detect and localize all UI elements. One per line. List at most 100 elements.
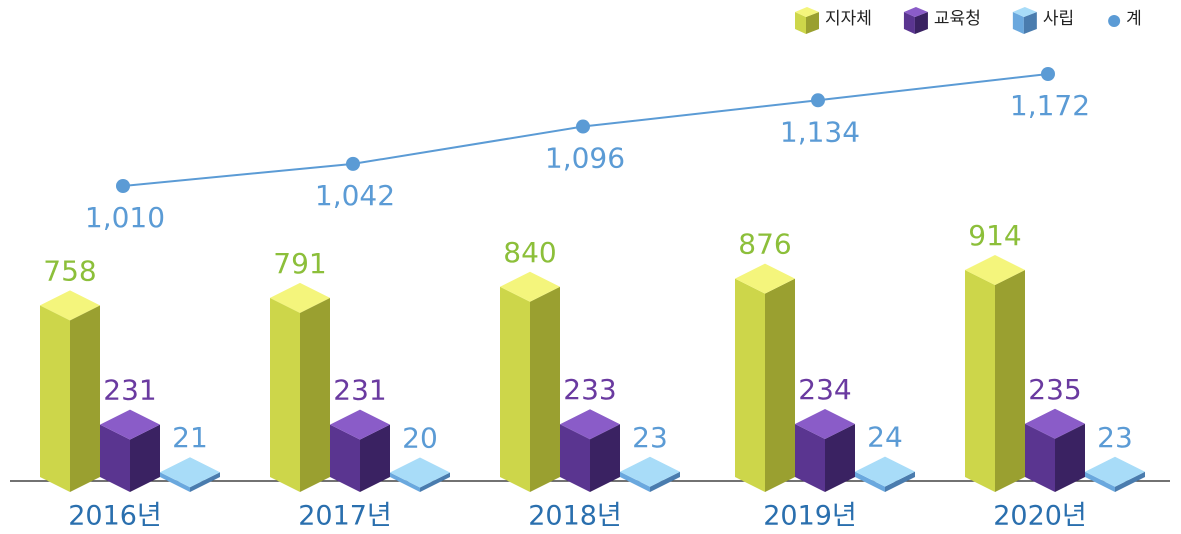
data-label: 23 [632,421,668,454]
bar [330,409,390,492]
bar-side [765,278,795,492]
bar-side [530,286,560,492]
bar-side [70,305,100,492]
bar-top [965,255,1025,285]
legend-marker [795,7,819,17]
bar-top [620,456,680,487]
bar-front [1025,423,1055,492]
bar [500,271,560,492]
data-label: 876 [738,228,791,261]
data-label: 231 [103,374,156,407]
bar-front [330,424,360,492]
bar-front [620,471,650,492]
data-label: 914 [968,219,1021,252]
bar-side [1055,423,1085,492]
line-point [1041,67,1055,81]
bar-front [40,305,70,492]
bar-front [270,297,300,492]
legend-marker [1012,7,1037,17]
x-tick-label: 2016년 [68,501,162,532]
bar [855,456,915,492]
bar [965,255,1025,492]
bar-side [420,472,450,492]
bar-front [390,472,420,492]
data-label: 233 [563,373,616,406]
data-label: 758 [43,254,96,287]
x-tick-label: 2017년 [298,501,392,532]
bar-top [390,457,450,488]
bar-top [855,456,915,487]
legend-marker [1012,12,1024,34]
bar-side [885,471,915,492]
line-point [116,179,130,193]
bar-top [1025,408,1085,439]
bar-top [500,271,560,302]
data-label: 840 [503,236,556,269]
data-label: 231 [333,374,386,407]
bar-front [160,472,190,492]
legend-label: 계 [1126,9,1142,29]
bar [160,457,220,492]
legend-marker [914,12,928,34]
bar-front [100,424,130,492]
legend-marker [1108,15,1121,27]
x-tick-label: 2018년 [528,501,622,532]
legend-marker [1023,12,1037,34]
bar-front [500,286,530,492]
bar [1085,456,1145,492]
bar-top [160,457,220,488]
legend-marker [903,7,928,17]
bar [100,409,160,492]
data-label: 1,172 [1010,89,1090,122]
bar-front [965,270,995,492]
data-label: 1,134 [780,115,860,148]
line-point [811,93,825,108]
data-label: 1,042 [315,179,395,212]
bar-side [650,471,680,492]
data-label: 235 [1028,373,1081,406]
legend-label: 사립 [1043,9,1074,29]
bar-top [330,409,390,440]
bar-front [560,424,590,492]
data-label: 1,010 [85,201,165,234]
bar-side [130,424,160,492]
bar-side [825,424,855,492]
data-label: 23 [1097,421,1133,454]
line-point [346,156,360,171]
bar-top [270,282,330,313]
legend-marker [806,12,819,34]
bar-side [190,472,220,492]
bar [40,290,100,492]
bar [390,457,450,492]
bar-top [560,409,620,440]
bar-side [1115,471,1145,492]
bar-side [300,297,330,492]
bar [1025,408,1085,492]
bar [270,282,330,492]
line-point [576,119,590,134]
bar-top [40,290,100,321]
data-label: 21 [172,421,208,454]
bar-front [855,471,885,492]
legend-marker [903,12,915,34]
data-label: 24 [867,421,903,454]
bar [560,409,620,492]
bar-front [1085,471,1115,492]
data-label: 1,096 [545,142,625,175]
x-tick-label: 2019년 [763,501,857,532]
data-label: 234 [798,373,851,406]
bar-front [795,424,825,492]
bar-side [590,424,620,492]
bar [735,263,795,492]
legend-label: 교육청 [934,9,981,29]
bar [795,409,855,492]
data-label: 791 [273,247,326,280]
bar-top [735,263,795,294]
bar-side [995,270,1025,492]
bar [620,456,680,492]
bar-side [360,424,390,492]
legend-marker [795,12,806,34]
x-tick-label: 2020년 [993,501,1087,532]
data-label: 20 [402,421,438,454]
